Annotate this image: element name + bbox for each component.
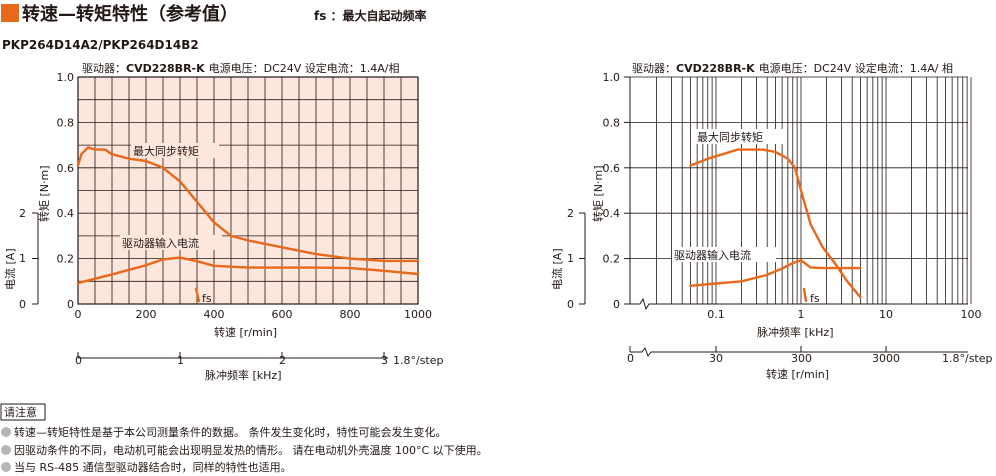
chart-left-y2-tick-0: 0 bbox=[19, 298, 26, 311]
x-tick-label: 0 bbox=[75, 308, 82, 321]
notes-heading: 请注意 bbox=[4, 405, 37, 419]
model-name: PKP264D14A2/PKP264D14B2 bbox=[2, 38, 199, 52]
chart-left-pulse-axis bbox=[77, 352, 388, 359]
chart-left-x2-tick-3: 3 bbox=[381, 354, 388, 367]
chart-left-xlabel: 转速 [r/min] bbox=[214, 325, 277, 339]
chart-right-torque-label: 最大同步转矩 bbox=[697, 130, 763, 144]
y-tick-label: 1.0 bbox=[57, 71, 75, 84]
fs-note: fs ：最大自起动频率 bbox=[314, 8, 427, 23]
chart-left-x2-unit: 1.8°/step bbox=[393, 354, 444, 367]
y-tick-label: 0.6 bbox=[603, 162, 621, 175]
chart-right-y2-tick-2: 2 bbox=[567, 207, 574, 220]
chart-right-x2-tick-3: 3000 bbox=[872, 352, 900, 365]
chart-right-y2-tick-0: 0 bbox=[567, 298, 574, 311]
chart-right-y2label: 电流 [A] bbox=[550, 248, 564, 290]
y-tick-label: 0.2 bbox=[603, 253, 621, 266]
note-item: 因驱动条件的不同，电动机可能会出现明显发热的情形。 请在电动机外壳温度 100°… bbox=[14, 443, 488, 457]
chart-right-y2-tick-1: 1 bbox=[567, 252, 574, 265]
y-tick-label: 0.4 bbox=[57, 207, 75, 220]
chart-left-current-axis bbox=[32, 212, 39, 305]
chart-left-subtitle-model: CVD228BR-K bbox=[126, 62, 205, 75]
chart-left-current-label: 驱动器输入电流 bbox=[122, 236, 199, 250]
note-bullet-icon bbox=[1, 445, 11, 455]
chart-right-xlabel: 脉冲频率 [kHz] bbox=[757, 325, 834, 339]
chart-right-subtitle-prefix: 驱动器： bbox=[632, 62, 676, 75]
chart-right-x-ticks: 0.1 1 10 100 bbox=[707, 308, 981, 321]
chart-right-ylabel: 转矩 [N·m] bbox=[591, 165, 605, 222]
chart-right-current-curve bbox=[689, 259, 862, 287]
chart-right-subtitle-model: CVD228BR-K bbox=[676, 62, 755, 75]
x-tick-label: 800 bbox=[340, 308, 361, 321]
x-tick-label: 1 bbox=[798, 308, 805, 321]
note-item: 转速—转矩特性是基于本公司测量条件的数据。 条件发生变化时，特性可能会发生变化。 bbox=[14, 425, 447, 439]
chart-left-x2-tick-1: 1 bbox=[177, 354, 184, 367]
chart-right-current-axis bbox=[579, 212, 586, 305]
x-tick-label: 10 bbox=[879, 308, 893, 321]
chart-left-torque-curve bbox=[76, 146, 420, 263]
y-tick-label: 0 bbox=[67, 298, 74, 311]
y-tick-label: 0 bbox=[613, 298, 620, 311]
y-tick-label: 1.0 bbox=[603, 71, 621, 84]
y-tick-label: 0.8 bbox=[603, 116, 621, 129]
chart-left-current-label-bg bbox=[120, 235, 222, 250]
chart-right-subtitle-rest: 电源电压：DC24V 设定电流：1.4A/ 相 bbox=[759, 61, 953, 75]
chart-left-frame bbox=[77, 76, 419, 305]
chart-right-y-axis bbox=[629, 77, 640, 305]
chart-right-y-ticks: 0 0.2 0.4 0.6 0.8 1.0 bbox=[603, 71, 630, 311]
chart-right-x2-tick-0: 0 bbox=[627, 352, 634, 365]
chart-left-y2-tick-2: 2 bbox=[19, 207, 26, 220]
chart-left-y-ticks: 0 0.2 0.4 0.6 0.8 1.0 bbox=[57, 71, 75, 311]
chart-right-current-label-bg bbox=[672, 247, 776, 262]
note-bullet-icon bbox=[1, 462, 11, 472]
chart-right-torque-curve bbox=[689, 148, 862, 299]
chart-right-current-label: 驱动器输入电流 bbox=[674, 248, 751, 262]
chart-right-grid bbox=[630, 76, 972, 304]
chart-left-subtitle: 驱动器：CVD228BR-K 电源电压：DC24V 设定电流：1.4A/相 bbox=[82, 61, 400, 75]
notes-heading-box bbox=[0, 403, 46, 421]
chart-left-x2-tick-0: 0 bbox=[75, 354, 82, 367]
chart-right-axis-break bbox=[639, 297, 968, 311]
chart-left-fs-marker bbox=[194, 287, 201, 303]
chart-left-x2-tick-2: 2 bbox=[279, 354, 286, 367]
x-tick-label: 1000 bbox=[404, 308, 432, 321]
chart-left-subtitle-rest: 电源电压：DC24V 设定电流：1.4A/相 bbox=[209, 61, 400, 75]
chart-left: 驱动器：CVD228BR-K 电源电压：DC24V 设定电流：1.4A/相 0 0.… bbox=[3, 61, 444, 382]
chart-right-rpm-axis bbox=[629, 346, 968, 358]
y-tick-label: 0.2 bbox=[57, 253, 75, 266]
chart-left-torque-label: 最大同步转矩 bbox=[133, 144, 199, 158]
chart-left-subtitle-prefix: 驱动器： bbox=[82, 62, 126, 75]
note-bullet-icon bbox=[1, 427, 11, 437]
chart-left-y2label: 电流 [A] bbox=[3, 248, 17, 290]
note-item: 当与 RS-485 通信型驱动器结合时，同样的特性也适用。 bbox=[14, 460, 292, 474]
chart-right-fs-marker bbox=[802, 287, 808, 303]
chart-right-x2-tick-1: 30 bbox=[709, 352, 723, 365]
chart-right-x2-tick-2: 300 bbox=[791, 352, 812, 365]
x-tick-label: 600 bbox=[272, 308, 293, 321]
notes-section: 请注意 转速—转矩特性是基于本公司测量条件的数据。 条件发生变化时，特性可能会发… bbox=[0, 403, 488, 474]
x-tick-label: 400 bbox=[204, 308, 225, 321]
x-tick-label: 200 bbox=[136, 308, 157, 321]
chart-right-x2label: 转速 [r/min] bbox=[766, 367, 829, 381]
y-tick-label: 0.6 bbox=[57, 162, 75, 175]
title-marker bbox=[1, 4, 19, 22]
y-tick-label: 0.8 bbox=[57, 116, 75, 129]
chart-left-ylabel: 转矩 [N·m] bbox=[37, 165, 51, 222]
chart-left-grid bbox=[78, 76, 418, 304]
chart-right-x2-unit: 1.8°/step bbox=[942, 352, 993, 365]
chart-right: 驱动器：CVD228BR-K 电源电压：DC24V 设定电流：1.4A/ 相 00… bbox=[550, 61, 993, 381]
chart-left-y2-tick-1: 1 bbox=[19, 252, 26, 265]
chart-left-current-curve bbox=[76, 256, 420, 285]
chart-right-subtitle: 驱动器：CVD228BR-K 电源电压：DC24V 设定电流：1.4A/ 相 bbox=[632, 61, 953, 75]
chart-right-fs-label: fs bbox=[810, 292, 820, 305]
x-tick-label: 100 bbox=[961, 308, 982, 321]
chart-left-torque-label-bg bbox=[131, 143, 219, 158]
x-tick-label: 0.1 bbox=[707, 308, 725, 321]
chart-left-x-ticks: 0 200 400 600 800 1000 bbox=[75, 308, 433, 321]
chart-left-x2label: 脉冲频率 [kHz] bbox=[205, 368, 282, 382]
chart-left-fs-label: fs bbox=[202, 292, 212, 305]
chart-right-torque-label-bg bbox=[695, 129, 783, 144]
y-tick-label: 0.4 bbox=[603, 207, 621, 220]
page-title: 转速—转矩特性（参考值） bbox=[22, 3, 238, 25]
